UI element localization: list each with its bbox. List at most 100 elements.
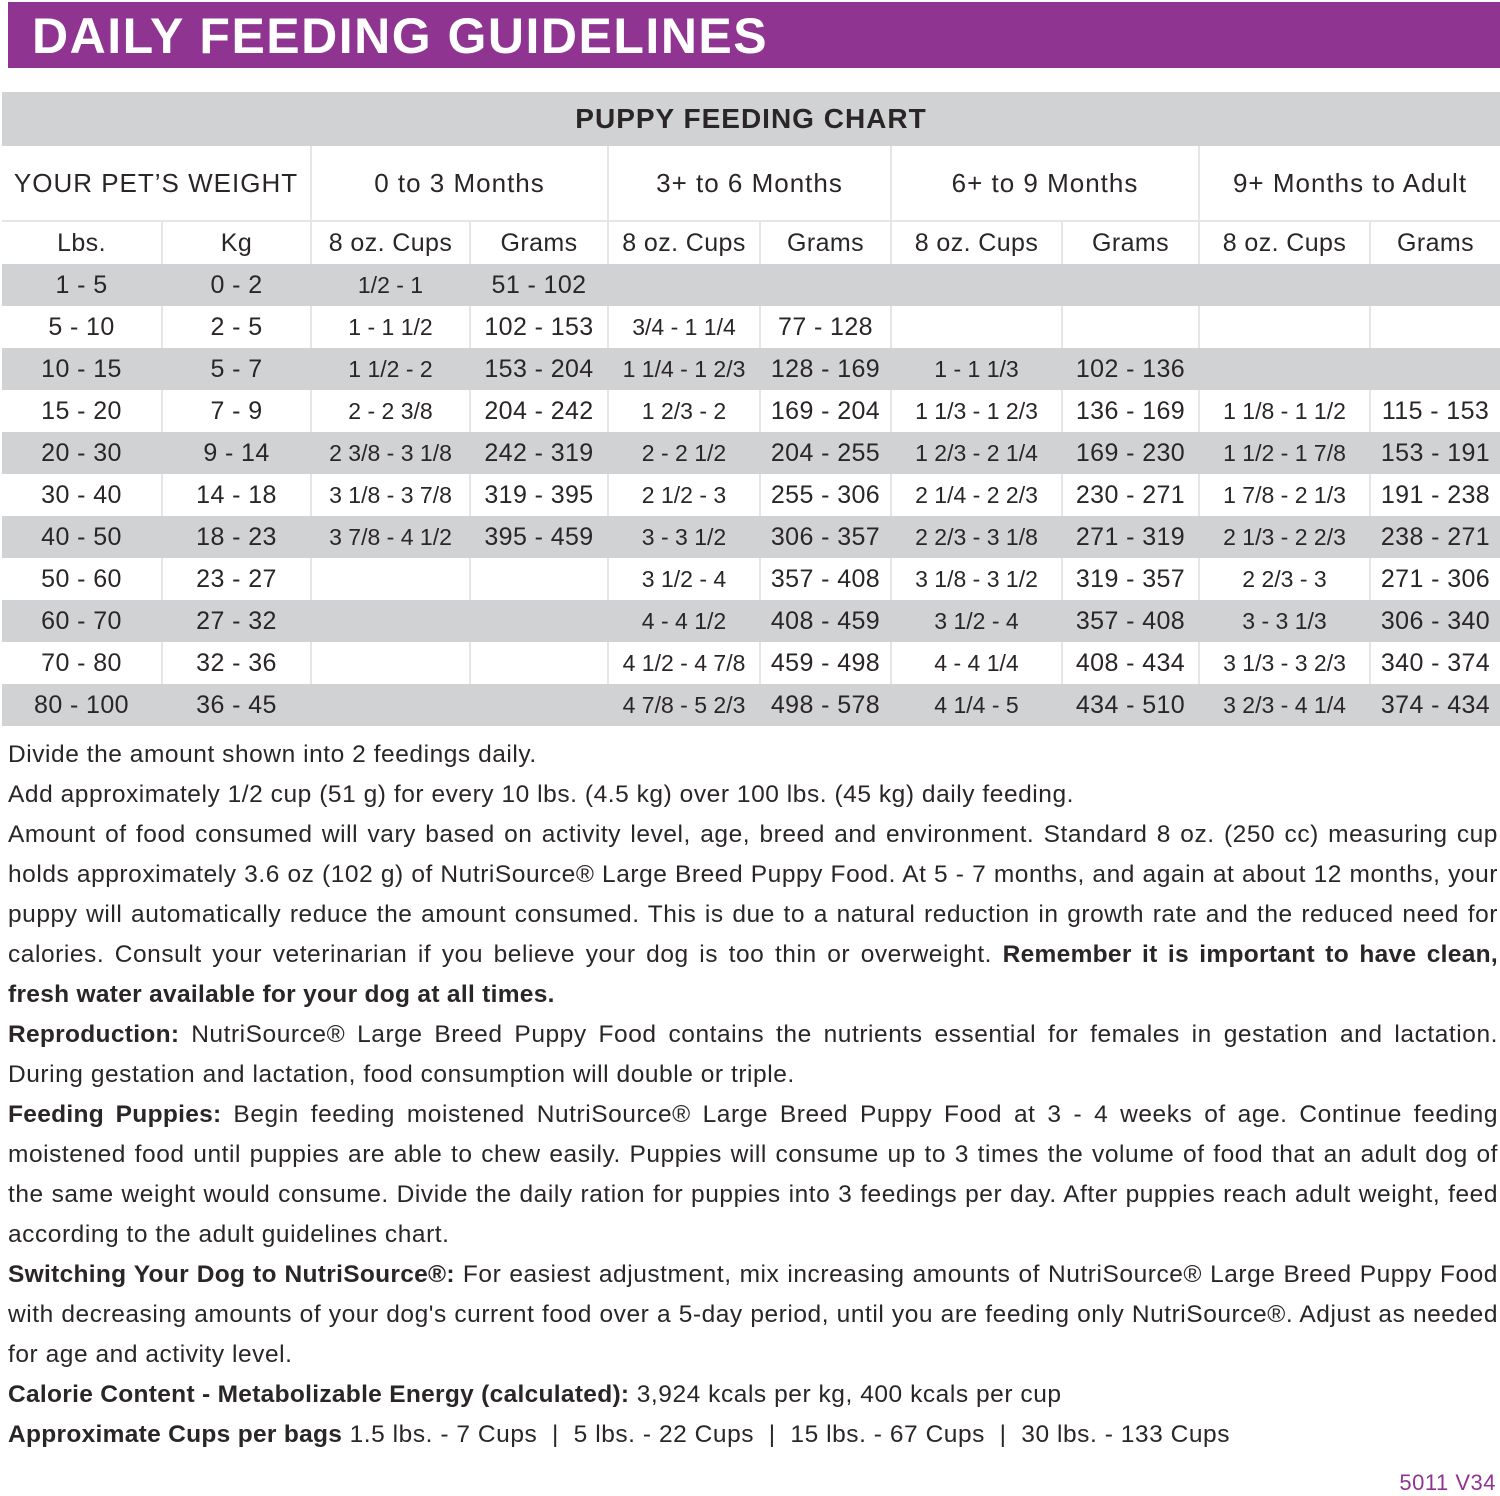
table-cell: 2 - 5	[161, 306, 311, 348]
note-paragraph: Feeding Puppies: Begin feeding moistened…	[8, 1095, 1498, 1255]
table-cell: 169 - 204	[759, 390, 891, 432]
table-cell: 434 - 510	[1061, 684, 1199, 726]
table-cell: 27 - 32	[161, 600, 311, 642]
table-cell: 1/2 - 1	[310, 264, 470, 306]
table-cell: 5 - 10	[48, 312, 115, 341]
table-cell: 1 1/8 - 1 1/2	[1198, 390, 1370, 432]
table-cell: 2 2/3 - 3	[1198, 558, 1370, 600]
table-cell	[310, 600, 470, 642]
table-cell: 1 - 1 1/2	[310, 306, 470, 348]
column-header: 8 oz. Cups	[607, 221, 760, 264]
table-cell: 271 - 306	[1368, 558, 1500, 600]
table-cell: 3 2/3 - 4 1/4	[1198, 684, 1370, 726]
column-header: 8 oz. Cups	[310, 221, 470, 264]
table-cell: 2 1/3 - 2 2/3	[1198, 516, 1370, 558]
table-cell: 9 - 14	[161, 432, 311, 474]
table-cell: 395 - 459	[469, 516, 608, 558]
puppy-feeding-chart: PUPPY FEEDING CHART YOUR PET’S WEIGHT 0 t…	[2, 92, 1500, 726]
table-cell: 36 - 45	[161, 684, 311, 726]
product-code: 5011 V34	[1399, 1470, 1496, 1495]
sub-header-row: Lbs. Kg 8 oz. Cups Grams 8 oz. Cups Grams 8 oz…	[2, 221, 1500, 264]
table-cell	[310, 684, 470, 726]
table-cell: 242 - 319	[469, 432, 608, 474]
table-cell: 153 - 191	[1368, 432, 1500, 474]
table-cell: 319 - 395	[469, 474, 608, 516]
table-cell: 30 - 40	[41, 480, 122, 509]
note-heading: Calorie Content - Metabolizable Energy (…	[8, 1381, 630, 1408]
table-cell	[469, 600, 608, 642]
age-group-header: 0 to 3 Months	[310, 146, 608, 222]
age-group-header: 3+ to 6 Months	[607, 146, 891, 222]
table-cell: 340 - 374	[1368, 642, 1500, 684]
table-cell: 14 - 18	[161, 474, 311, 516]
age-group-header: 9+ Months to Adult	[1197, 146, 1500, 222]
table-cell: 40 - 50	[2, 516, 162, 558]
table-row: 40 - 50 18 - 23 3 7/8 - 4 1/2 395 - 459 3 - …	[2, 516, 1500, 558]
note-text: Divide the amount shown into 2 feedings …	[8, 741, 537, 768]
note-text: 1.5 lbs. - 7 Cups | 5 lbs. - 22 Cups | 1…	[342, 1421, 1231, 1448]
table-cell: 3 - 3 1/2	[607, 516, 760, 558]
table-cell: 1 2/3 - 2 1/4	[890, 432, 1062, 474]
table-cell: 128 - 169	[759, 348, 891, 390]
column-header: Grams	[759, 221, 891, 264]
note-paragraph: Add approximately 1/2 cup (51 g) for eve…	[8, 775, 1498, 815]
note-paragraph: Reproduction: NutriSource® Large Breed P…	[8, 1015, 1498, 1095]
table-cell: 70 - 80	[41, 648, 122, 677]
table-cell: 357 - 408	[1061, 600, 1199, 642]
title-banner: DAILY FEEDING GUIDELINES	[8, 2, 1500, 68]
table-cell: 1 1/2 - 2	[310, 348, 470, 390]
table-cell: 3 1/8 - 3 1/2	[890, 558, 1062, 600]
table-cell: 1 1/2 - 1 7/8	[1198, 432, 1370, 474]
table-cell: 1 1/3 - 1 2/3	[890, 390, 1062, 432]
table-cell: 1 - 1 1/3	[890, 348, 1062, 390]
table-cell: 0 - 2	[161, 264, 311, 306]
table-cell: 230 - 271	[1061, 474, 1199, 516]
table-cell	[607, 264, 760, 306]
note-text: Begin feeding moistened NutriSource® Lar…	[8, 1101, 1499, 1248]
note-paragraph: Divide the amount shown into 2 feedings …	[8, 735, 1498, 775]
group-header-row: YOUR PET’S WEIGHT 0 to 3 Months 3+ to 6 Mo…	[2, 146, 1500, 222]
table-cell: 3 1/2 - 4	[607, 558, 760, 600]
note-heading: Switching Your Dog to NutriSource®:	[8, 1261, 455, 1288]
table-cell: 204 - 255	[759, 432, 891, 474]
note-text: 3,924 kcals per kg, 400 kcals per cup	[629, 1381, 1062, 1408]
table-row: 80 - 100 36 - 45 4 7/8 - 5 2/3 498 - 578 4 1…	[2, 684, 1500, 726]
note-paragraph: Approximate Cups per bags 1.5 lbs. - 7 C…	[8, 1415, 1498, 1455]
table-cell: 5 - 7	[161, 348, 311, 390]
note-text: Add approximately 1/2 cup (51 g) for eve…	[8, 781, 1074, 808]
note-emphasis: Remember it is important to have clean, …	[8, 941, 1499, 1008]
table-cell	[890, 264, 1062, 306]
note-paragraph: Amount of food consumed will vary based …	[8, 815, 1498, 1015]
note-text: NutriSource® Large Breed Puppy Food cont…	[8, 1021, 1498, 1088]
table-cell: 15 - 20	[41, 396, 122, 425]
column-header: Lbs.	[57, 228, 106, 257]
table-cell	[1198, 348, 1370, 390]
table-cell: 2 3/8 - 3 1/8	[310, 432, 470, 474]
table-cell: 204 - 242	[469, 390, 608, 432]
table-cell: 136 - 169	[1061, 390, 1199, 432]
table-row: 20 - 30 9 - 14 2 3/8 - 3 1/8 242 - 319 2 - 2…	[2, 432, 1500, 474]
table-cell: 2 - 2 3/8	[310, 390, 470, 432]
table-cell: 459 - 498	[759, 642, 891, 684]
table-cell: 80 - 100	[2, 684, 162, 726]
note-heading: Feeding Puppies:	[8, 1101, 222, 1128]
table-cell: 238 - 271	[1368, 516, 1500, 558]
table-cell: 77 - 128	[759, 306, 891, 348]
table-cell: 20 - 30	[2, 432, 162, 474]
note-text: For easiest adjustment, mix increasing a…	[8, 1261, 1498, 1368]
table-cell: 7 - 9	[161, 390, 311, 432]
table-cell: 102 - 136	[1061, 348, 1199, 390]
table-cell: 255 - 306	[759, 474, 891, 516]
table-cell: 306 - 357	[759, 516, 891, 558]
table-cell: 1 7/8 - 2 1/3	[1198, 474, 1370, 516]
chart-title: PUPPY FEEDING CHART	[2, 92, 1500, 146]
table-cell: 153 - 204	[469, 348, 608, 390]
table-cell	[1198, 306, 1370, 348]
age-group-header: 6+ to 9 Months	[890, 146, 1199, 222]
note-text: Amount of food consumed will vary based …	[8, 821, 1498, 968]
table-cell: 23 - 27	[161, 558, 311, 600]
